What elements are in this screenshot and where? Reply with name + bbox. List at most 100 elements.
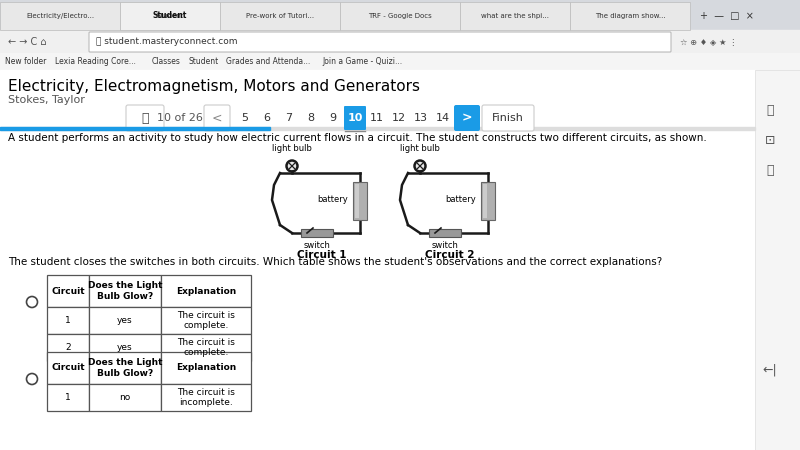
- Text: The student closes the switches in both circuits. Which table shows the student': The student closes the switches in both …: [8, 257, 662, 267]
- Text: The circuit is
complete.: The circuit is complete.: [177, 338, 235, 357]
- Bar: [89, 334, 161, 361]
- Text: 7: 7: [286, 113, 293, 123]
- Bar: [89, 352, 161, 384]
- Bar: [47, 352, 89, 384]
- Text: ☆ ⊕ ♦ ◈ ★ ⋮: ☆ ⊕ ♦ ◈ ★ ⋮: [680, 37, 738, 46]
- Bar: [47, 275, 89, 307]
- Text: The circuit is
complete.: The circuit is complete.: [177, 311, 235, 330]
- Bar: [47, 384, 89, 411]
- Circle shape: [286, 161, 298, 171]
- Bar: [460, 2, 570, 30]
- Bar: [0, 30, 800, 53]
- Bar: [0, 0, 800, 30]
- Text: 8: 8: [307, 113, 314, 123]
- Text: Join a Game - Quizi...: Join a Game - Quizi...: [322, 58, 402, 67]
- Text: Student: Student: [153, 12, 187, 21]
- Bar: [355, 184, 359, 218]
- FancyBboxPatch shape: [454, 105, 480, 131]
- Bar: [120, 2, 220, 30]
- Text: switch: switch: [303, 242, 330, 251]
- Text: ← → C ⌂: ← → C ⌂: [8, 37, 46, 47]
- Text: ⏸: ⏸: [142, 112, 149, 125]
- Bar: [0, 70, 755, 450]
- Bar: [570, 2, 690, 30]
- Bar: [755, 70, 800, 450]
- Circle shape: [414, 161, 426, 171]
- FancyBboxPatch shape: [89, 32, 671, 52]
- Text: 10 of 26: 10 of 26: [157, 113, 203, 123]
- Text: no: no: [119, 393, 130, 402]
- Bar: [429, 229, 461, 237]
- Text: what are the shpi...: what are the shpi...: [481, 13, 549, 19]
- Text: 10: 10: [347, 113, 362, 123]
- Bar: [89, 275, 161, 307]
- Text: Circuit 2: Circuit 2: [426, 250, 474, 260]
- Bar: [0, 2, 120, 30]
- FancyBboxPatch shape: [126, 105, 164, 131]
- Bar: [220, 2, 340, 30]
- Text: 11: 11: [370, 113, 384, 123]
- Text: 🔒 student.masteryconnect.com: 🔒 student.masteryconnect.com: [96, 37, 238, 46]
- FancyBboxPatch shape: [204, 105, 230, 131]
- Text: ⓘ: ⓘ: [766, 163, 774, 176]
- Text: 12: 12: [392, 113, 406, 123]
- Text: switch: switch: [431, 242, 458, 251]
- Text: 6: 6: [263, 113, 270, 123]
- Text: <: <: [212, 112, 222, 125]
- Text: ⊡: ⊡: [765, 134, 775, 147]
- Text: 5: 5: [242, 113, 249, 123]
- Text: Does the Light
Bulb Glow?: Does the Light Bulb Glow?: [88, 358, 162, 378]
- Bar: [47, 334, 89, 361]
- Text: New folder: New folder: [5, 58, 46, 67]
- Text: >: >: [462, 112, 472, 125]
- Bar: [0, 127, 755, 130]
- Bar: [161, 352, 251, 384]
- Text: Circuit 1: Circuit 1: [298, 250, 346, 260]
- Bar: [47, 307, 89, 334]
- Text: Electricity/Electro...: Electricity/Electro...: [26, 13, 94, 19]
- Text: yes: yes: [117, 343, 133, 352]
- Text: Electricity, Electromagnetism, Motors and Generators: Electricity, Electromagnetism, Motors an…: [8, 80, 420, 94]
- Text: Grades and Attenda...: Grades and Attenda...: [226, 58, 310, 67]
- Text: Circuit: Circuit: [51, 287, 85, 296]
- Text: Stokes, Taylor: Stokes, Taylor: [8, 95, 85, 105]
- Text: light bulb: light bulb: [272, 144, 312, 153]
- Text: A student performs an activity to study how electric current flows in a circuit.: A student performs an activity to study …: [8, 133, 706, 143]
- FancyBboxPatch shape: [344, 106, 366, 130]
- Bar: [481, 182, 495, 220]
- Bar: [301, 229, 333, 237]
- Bar: [483, 184, 487, 218]
- Bar: [161, 275, 251, 307]
- Text: battery: battery: [446, 195, 476, 204]
- Bar: [89, 307, 161, 334]
- Text: yes: yes: [117, 316, 133, 325]
- Text: The diagram show...: The diagram show...: [594, 13, 666, 19]
- Text: 2: 2: [65, 343, 71, 352]
- Bar: [161, 384, 251, 411]
- Text: 1: 1: [65, 393, 71, 402]
- Bar: [0, 53, 800, 70]
- Text: 9: 9: [330, 113, 337, 123]
- Text: Does the Light
Bulb Glow?: Does the Light Bulb Glow?: [88, 281, 162, 301]
- Text: 13: 13: [414, 113, 428, 123]
- Text: 1: 1: [65, 316, 71, 325]
- Text: +  —  □  ×: + — □ ×: [700, 11, 754, 21]
- Bar: [161, 334, 251, 361]
- Text: light bulb: light bulb: [400, 144, 440, 153]
- Text: Pre-work of Tutori...: Pre-work of Tutori...: [246, 13, 314, 19]
- Text: Student: Student: [156, 13, 184, 19]
- Text: Explanation: Explanation: [176, 287, 236, 296]
- Bar: [353, 182, 367, 220]
- Text: ←|: ←|: [762, 364, 778, 377]
- Text: Student: Student: [189, 58, 219, 67]
- Bar: [340, 2, 460, 30]
- Bar: [120, 2, 220, 30]
- Text: 14: 14: [436, 113, 450, 123]
- Text: Finish: Finish: [492, 113, 524, 123]
- Bar: [161, 307, 251, 334]
- Text: TRF - Google Docs: TRF - Google Docs: [368, 13, 432, 19]
- Text: battery: battery: [318, 195, 348, 204]
- Text: The circuit is
incomplete.: The circuit is incomplete.: [177, 388, 235, 407]
- Text: ⤢: ⤢: [766, 104, 774, 117]
- Bar: [89, 384, 161, 411]
